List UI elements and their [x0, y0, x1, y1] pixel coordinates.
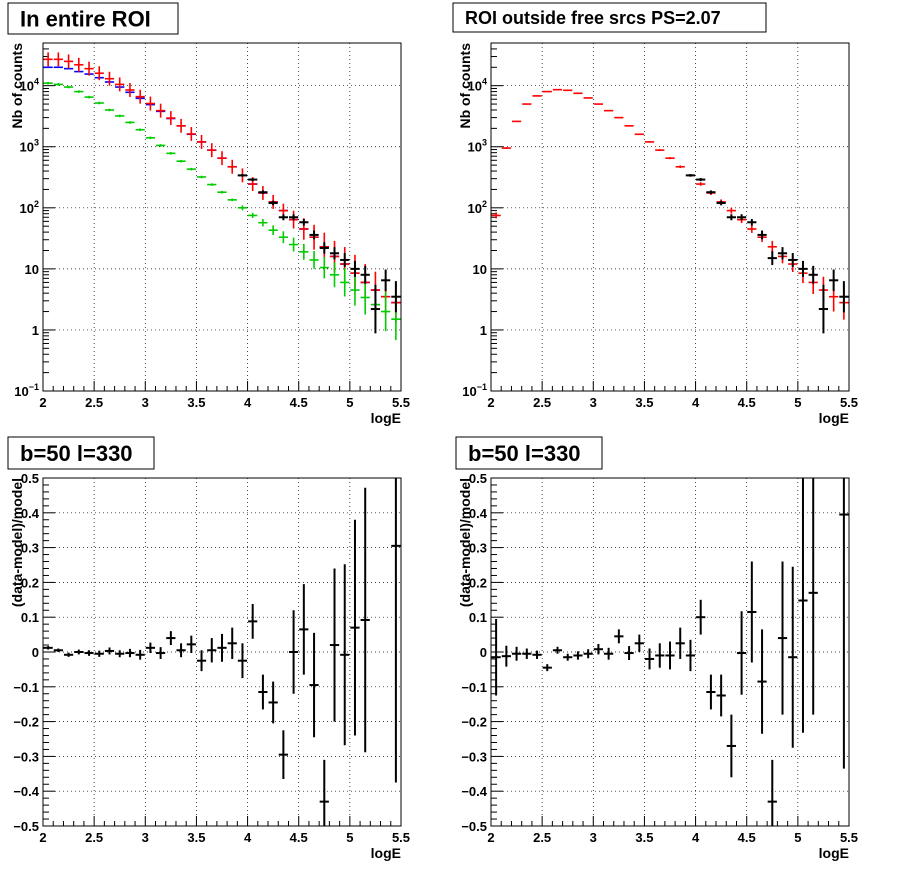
y-axis-label: Nb of counts: [457, 43, 473, 129]
y-tick-label: 0.3: [469, 541, 487, 556]
x-tick-label: 5.5: [392, 830, 410, 845]
x-tick-label: 3: [590, 395, 597, 410]
chart-title: ROI outside free srcs PS=2.07: [465, 8, 721, 28]
x-tick-label: 4: [692, 395, 700, 410]
y-tick-label: 0.1: [21, 610, 39, 625]
y-tick-label: 104: [468, 77, 487, 94]
y-tick-label: 0.5: [469, 471, 487, 486]
series-4: [237, 174, 401, 334]
x-tick-label: 5: [346, 395, 353, 410]
y-tick-label: 103: [468, 138, 487, 155]
y-tick-label: 0.1: [469, 610, 487, 625]
x-tick-label: 5.5: [392, 395, 410, 410]
x-tick-label: 3: [142, 395, 149, 410]
y-tick-label: −0.4: [461, 784, 487, 799]
y-tick-label: −0.2: [13, 715, 39, 730]
x-tick-label: 2: [39, 395, 46, 410]
plot-frame: [490, 42, 850, 392]
y-tick-label: 102: [20, 199, 39, 216]
x-tick-label: 4.5: [738, 830, 756, 845]
y-axis-label: (data-model)/model: [457, 478, 473, 607]
x-tick-label: 4.5: [738, 395, 756, 410]
y-tick-label: 10: [25, 262, 39, 277]
x-tick-label: 5.5: [840, 395, 858, 410]
y-tick-label: 0.4: [21, 506, 40, 521]
x-tick-label: 2: [487, 830, 494, 845]
y-tick-label: 1: [480, 323, 487, 338]
title-box: [455, 436, 603, 470]
y-tick-label: 102: [468, 199, 487, 216]
x-tick-label: 3.5: [187, 830, 205, 845]
x-axis-label: logE: [819, 410, 849, 426]
x-axis-label: logE: [371, 410, 401, 426]
chart-panel-2: 2 2.5 3 3.5 4 4.5 5 5.5 10−1 1 10 102 103 104 logE Nb o…: [452, 2, 858, 426]
y-tick-label: 1: [32, 323, 39, 338]
y-tick-label: −0.1: [13, 680, 39, 695]
y-tick-label: −0.5: [13, 819, 39, 834]
x-tick-label: 4: [692, 830, 700, 845]
plot-frame: [42, 42, 402, 392]
x-tick-label: 2: [487, 395, 494, 410]
series-2: [685, 174, 849, 334]
y-tick-label: −0.2: [461, 715, 487, 730]
y-tick-label: 0.3: [21, 541, 39, 556]
y-tick-label: 10: [473, 262, 487, 277]
x-tick-label: 2.5: [85, 830, 103, 845]
x-tick-label: 5: [346, 830, 353, 845]
series-1: [491, 478, 849, 826]
series-1: [491, 88, 849, 320]
y-tick-label: −0.3: [13, 749, 39, 764]
chart-panel-1: 2 2.5 3 3.5 4 4.5 5 5.5 10−1 1 10 102 103 104 logE Nb o…: [7, 2, 410, 426]
series-3: [43, 81, 401, 341]
y-tick-label: 104: [20, 77, 39, 94]
x-axis-label: logE: [371, 845, 401, 861]
x-tick-label: 3: [590, 830, 597, 845]
title-box: [7, 2, 179, 35]
y-tick-label: 0.4: [469, 506, 488, 521]
chart-title: b=50 l=330: [20, 441, 133, 466]
x-tick-label: 5.5: [840, 830, 858, 845]
chart-panel-3: 2 2.5 3 3.5 4 4.5 5 5.5 −0.5 −0.4 −0.3 −0.2 −0.1 0 0.1…: [7, 436, 410, 861]
x-tick-label: 3.5: [635, 395, 653, 410]
title-box: [7, 436, 155, 470]
x-tick-label: 2.5: [533, 830, 551, 845]
y-tick-label: 10−1: [462, 382, 487, 399]
y-tick-label: 103: [20, 138, 39, 155]
chart-title: b=50 l=330: [468, 441, 581, 466]
x-tick-label: 2: [39, 830, 46, 845]
y-tick-label: −0.3: [461, 749, 487, 764]
x-tick-label: 5: [794, 830, 801, 845]
series-1: [43, 478, 401, 826]
chart-title: In entire ROI: [20, 6, 151, 31]
x-tick-label: 4: [244, 830, 252, 845]
x-tick-label: 5: [794, 395, 801, 410]
title-box: [452, 2, 767, 33]
chart-panel-4: 2 2.5 3 3.5 4 4.5 5 5.5 −0.5 −0.4 −0.3 −0.2 −0.1 0 0.1…: [455, 436, 858, 861]
y-tick-label: −0.5: [461, 819, 487, 834]
x-tick-label: 3.5: [187, 395, 205, 410]
x-tick-label: 4: [244, 395, 252, 410]
x-tick-label: 3.5: [635, 830, 653, 845]
y-tick-label: 0.2: [21, 575, 39, 590]
y-axis-label: Nb of counts: [9, 43, 25, 129]
x-tick-label: 4.5: [290, 395, 308, 410]
y-tick-label: 0.2: [469, 575, 487, 590]
y-axis-label: (data-model)/model: [9, 478, 25, 607]
x-tick-label: 2.5: [533, 395, 551, 410]
x-axis-label: logE: [819, 845, 849, 861]
y-tick-label: 0: [480, 645, 487, 660]
y-tick-label: 0: [32, 645, 39, 660]
y-tick-label: −0.1: [461, 680, 487, 695]
x-tick-label: 3: [142, 830, 149, 845]
y-tick-label: 10−1: [14, 382, 39, 399]
y-tick-label: −0.4: [13, 784, 39, 799]
y-tick-label: 0.5: [21, 471, 39, 486]
x-tick-label: 2.5: [85, 395, 103, 410]
x-tick-label: 4.5: [290, 830, 308, 845]
